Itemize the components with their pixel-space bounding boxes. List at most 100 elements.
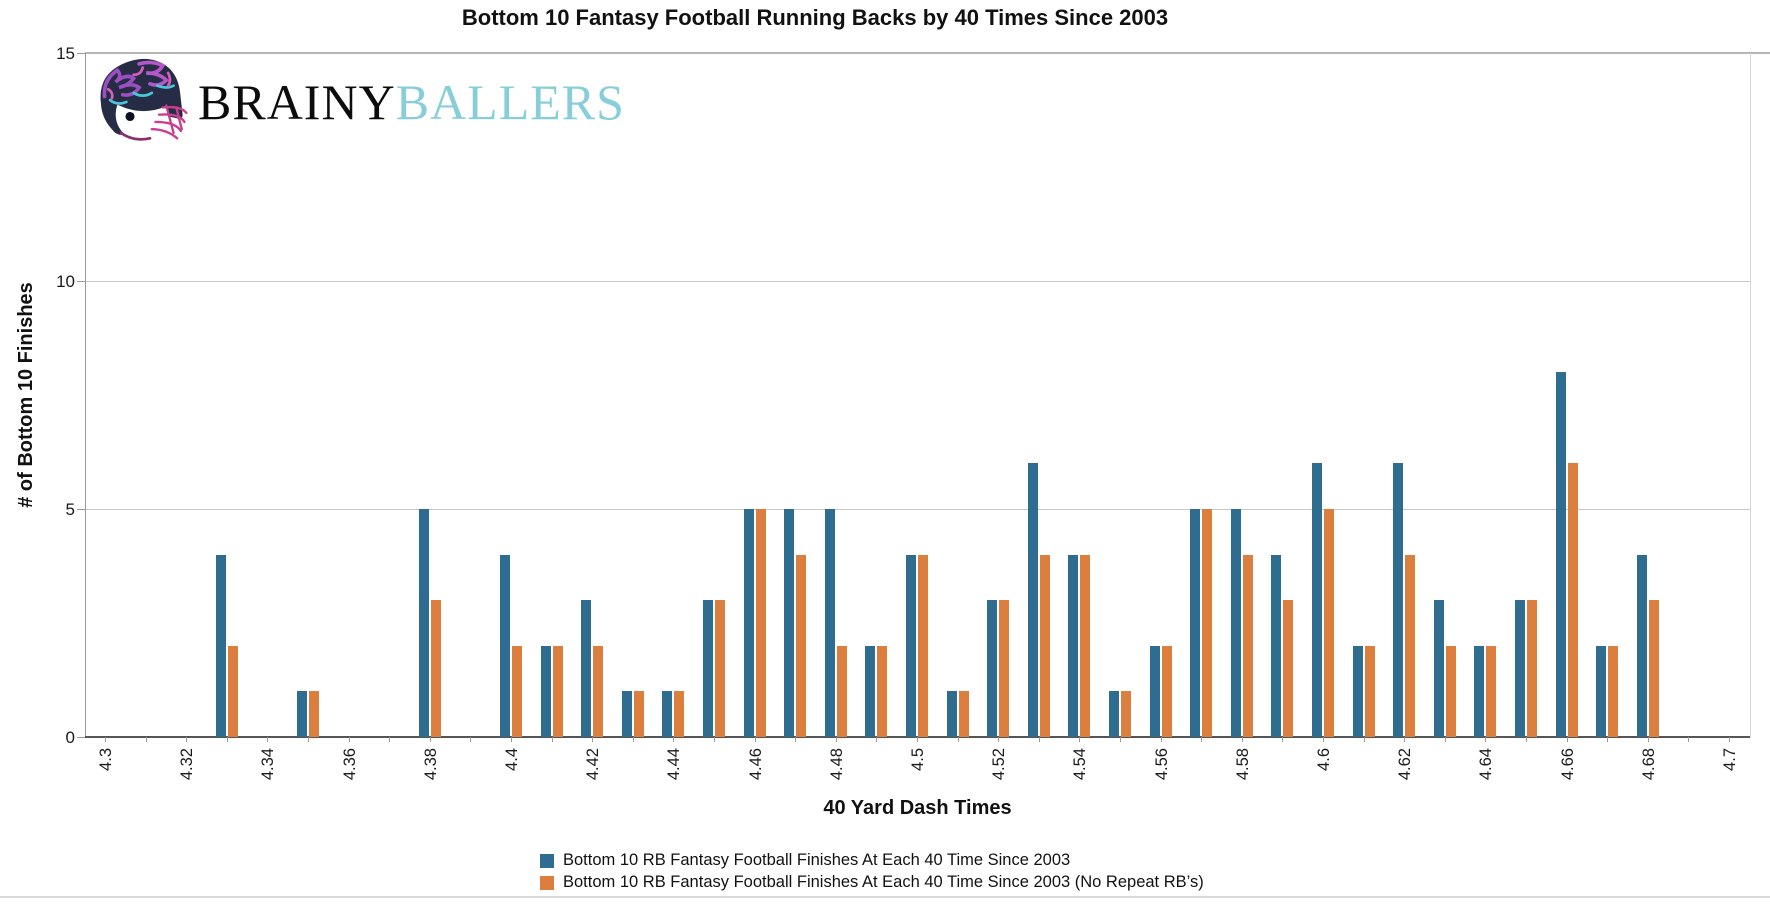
bar xyxy=(593,645,604,737)
bar xyxy=(1648,600,1659,737)
right-spine xyxy=(1750,53,1751,737)
x-tick xyxy=(1160,737,1162,742)
bar xyxy=(1364,645,1375,737)
bar xyxy=(1393,463,1404,737)
x-tick xyxy=(1038,737,1040,742)
legend-label-no-repeat: Bottom 10 RB Fantasy Football Finishes A… xyxy=(563,873,1204,891)
bar xyxy=(703,600,713,737)
x-tick xyxy=(998,737,1000,742)
bar xyxy=(1242,554,1253,737)
x-tick xyxy=(1485,737,1487,742)
x-tick-label: 4.5 xyxy=(909,748,927,771)
x-tick xyxy=(714,737,715,742)
x-tick xyxy=(267,737,269,742)
bar xyxy=(227,645,238,737)
y-tick xyxy=(77,737,85,738)
x-tick xyxy=(1120,737,1121,742)
legend-item-no-repeat: Bottom 10 RB Fantasy Football Finishes A… xyxy=(540,872,1204,893)
x-tick-label: 4.48 xyxy=(827,748,846,781)
bar xyxy=(1312,463,1322,737)
x-tick xyxy=(917,737,918,742)
x-tick-label: 4.42 xyxy=(584,748,603,781)
bar xyxy=(1039,554,1050,737)
x-tick xyxy=(348,737,350,742)
bar xyxy=(297,691,307,737)
brand-text: BRAINYBALLERS xyxy=(198,77,625,127)
bar xyxy=(1445,645,1456,737)
x-tick xyxy=(632,737,634,742)
bar xyxy=(865,645,876,737)
bar xyxy=(1433,600,1444,737)
y-tick xyxy=(77,509,85,510)
x-tick xyxy=(592,737,594,742)
bar xyxy=(633,691,644,737)
x-tick xyxy=(1363,737,1365,742)
legend-label-all: Bottom 10 RB Fantasy Football Finishes A… xyxy=(563,851,1071,869)
bar xyxy=(1027,463,1038,737)
x-tick xyxy=(1526,737,1527,742)
x-tick xyxy=(1323,737,1324,742)
bar xyxy=(824,509,835,737)
x-tick-label: 4.44 xyxy=(665,748,684,781)
bar xyxy=(540,645,551,737)
legend-swatch-no-repeat xyxy=(540,875,554,890)
x-tick-label: 4.52 xyxy=(990,748,1009,781)
x-tick-label: 4.56 xyxy=(1152,748,1171,781)
gridline xyxy=(85,281,1750,282)
x-tick xyxy=(1566,737,1568,742)
bar xyxy=(784,509,795,737)
bar xyxy=(877,645,888,737)
bar xyxy=(1068,554,1079,737)
bar xyxy=(1567,463,1578,737)
bar xyxy=(215,554,226,737)
y-tick xyxy=(77,53,85,54)
y-tick-label: 15 xyxy=(56,44,75,63)
x-tick-label: 4.58 xyxy=(1233,748,1252,781)
x-tick xyxy=(1282,737,1284,742)
bar xyxy=(1109,691,1119,737)
x-tick-label: 4.64 xyxy=(1477,748,1496,781)
x-tick xyxy=(226,737,228,742)
bar xyxy=(500,554,510,737)
x-tick xyxy=(835,737,837,742)
x-tick xyxy=(1688,737,1690,742)
bar xyxy=(1230,509,1241,737)
x-tick xyxy=(145,737,147,742)
helmet-icon xyxy=(100,58,188,141)
x-tick-label: 4.46 xyxy=(746,748,765,781)
brand-text-ballers: BALLERS xyxy=(395,74,625,130)
y-tick xyxy=(77,281,85,282)
x-tick xyxy=(876,737,878,742)
x-tick xyxy=(1607,737,1609,742)
brainyballers-logo: BRAINYBALLERS xyxy=(90,53,625,151)
gridline xyxy=(85,509,1750,510)
bar xyxy=(621,691,632,737)
bar xyxy=(1121,691,1131,737)
x-tick xyxy=(470,737,472,742)
bar xyxy=(1515,600,1525,737)
bar xyxy=(946,691,957,737)
x-tick xyxy=(105,737,106,742)
bar xyxy=(1161,645,1172,737)
chart-title: Bottom 10 Fantasy Football Running Backs… xyxy=(461,5,1169,30)
bar xyxy=(309,691,319,737)
bar xyxy=(1527,600,1537,737)
bar xyxy=(1596,645,1607,737)
x-tick-label: 4.3 xyxy=(97,748,115,771)
bar xyxy=(796,554,807,737)
bar xyxy=(552,645,563,737)
bottom-divider xyxy=(0,896,1770,898)
x-tick xyxy=(1647,737,1649,742)
x-tick xyxy=(186,737,188,742)
x-tick xyxy=(795,737,797,742)
bar xyxy=(987,600,998,737)
x-tick xyxy=(673,737,675,742)
legend-swatch-all xyxy=(540,853,554,868)
bar xyxy=(1486,645,1497,737)
bar xyxy=(1080,554,1091,737)
bar xyxy=(418,509,429,737)
x-tick xyxy=(1444,737,1446,742)
bar xyxy=(1149,645,1160,737)
